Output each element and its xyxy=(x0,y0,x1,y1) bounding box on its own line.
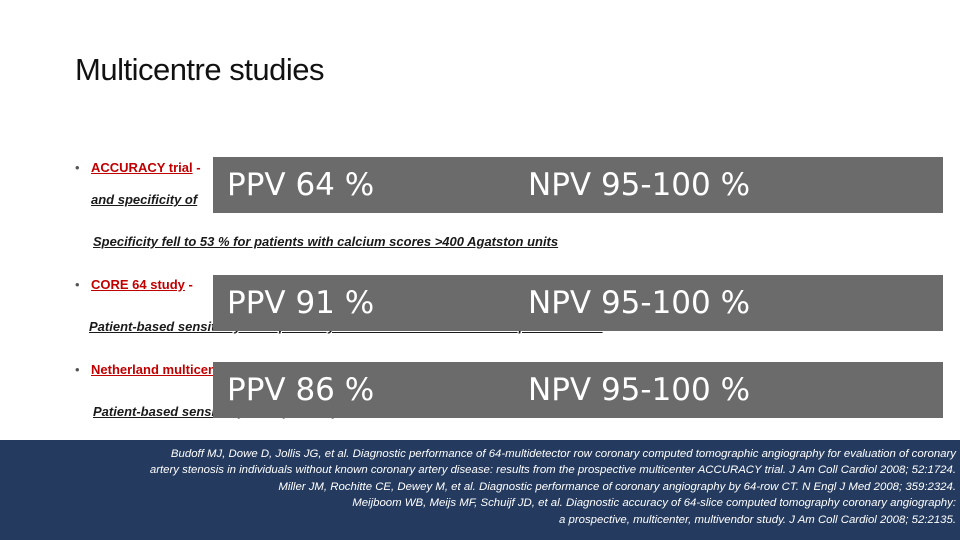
specificity-note: Specificity fell to 53 % for patients wi… xyxy=(93,234,559,249)
reference-line: a prospective, multicenter, multivendor … xyxy=(559,513,956,526)
ppv-value: PPV 91 % xyxy=(227,285,375,321)
bullet-dot: • xyxy=(75,160,80,175)
reference-line: Budoff MJ, Dowe D, Jollis JG, et al. Dia… xyxy=(170,448,956,460)
bullet-dot: • xyxy=(75,362,80,377)
study-dash: - xyxy=(184,277,193,292)
reference-line: Miller JM, Rochitte CE, Dewey M, et al. … xyxy=(278,480,956,493)
study-name-accuracy: ACCURACY trial xyxy=(91,160,193,175)
predictive-values-box-netherland: PPV 86 % NPV 95-100 % xyxy=(213,362,943,418)
study-name-core64: CORE 64 study xyxy=(91,277,185,292)
npv-value: NPV 95-100 % xyxy=(528,285,751,321)
predictive-values-box-accuracy: PPV 64 % NPV 95-100 % xyxy=(213,157,943,213)
bullet-accuracy-trial: • ACCURACY trial - xyxy=(75,160,201,175)
npv-value: NPV 95-100 % xyxy=(528,372,751,408)
ppv-value: PPV 86 % xyxy=(227,372,375,408)
bullet-core64-study: • CORE 64 study - xyxy=(75,277,193,292)
references-panel: Budoff MJ, Dowe D, Jollis JG, et al. Dia… xyxy=(0,440,960,540)
reference-line: Meijboom WB, Meijs MF, Schuijf JD, et al… xyxy=(352,497,956,510)
npv-value: NPV 95-100 % xyxy=(528,167,751,203)
reference-line: artery stenosis in individuals without k… xyxy=(149,464,956,477)
study-dash: - xyxy=(192,160,201,175)
predictive-values-box-core64: PPV 91 % NPV 95-100 % xyxy=(213,275,943,331)
ppv-value: PPV 64 % xyxy=(227,167,375,203)
result-text-accuracy: and specificity of xyxy=(91,192,198,207)
slide-title: Multicentre studies xyxy=(75,52,324,87)
bullet-dot: • xyxy=(75,277,80,292)
